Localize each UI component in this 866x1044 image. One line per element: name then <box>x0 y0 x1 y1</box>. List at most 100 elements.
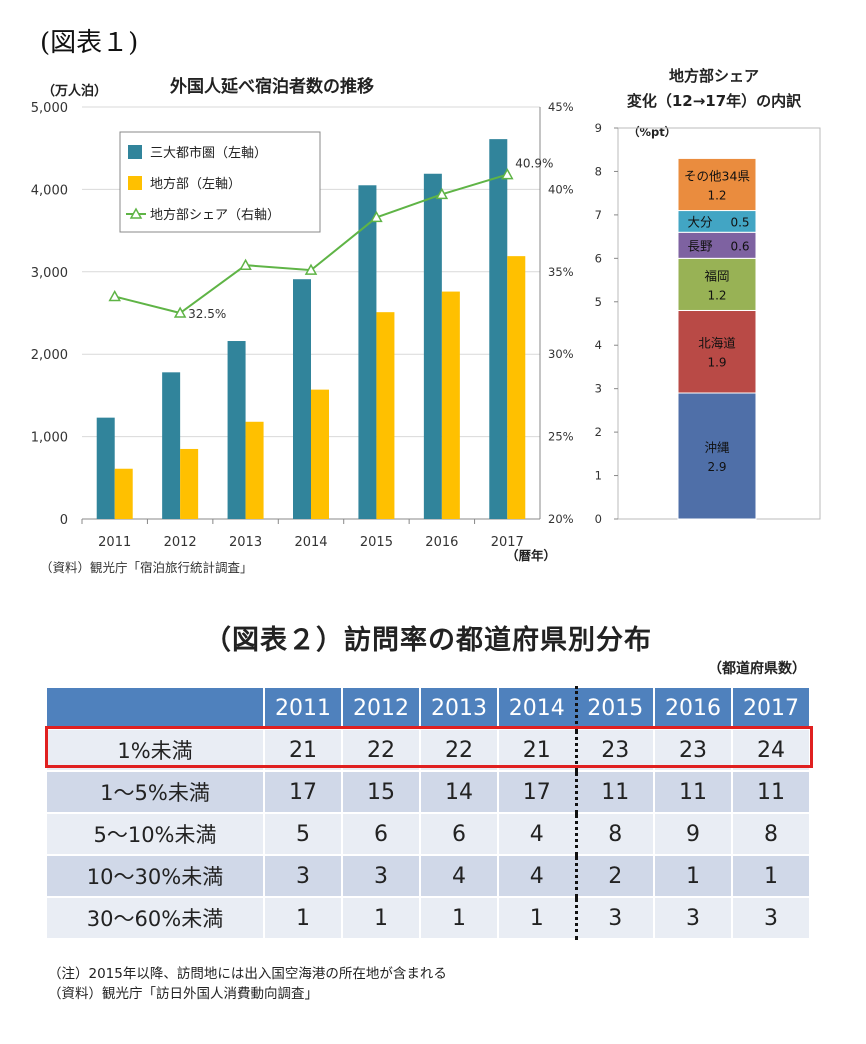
table-cell: 21 <box>263 728 343 772</box>
stacked-segment <box>677 392 757 520</box>
y-tick-label: 6 <box>595 251 602 265</box>
y-axis-left-label: （万人泊） <box>42 83 107 99</box>
column-header: 2017 <box>731 686 811 730</box>
data-label: 40.9% <box>515 157 553 171</box>
table-cell: 4 <box>497 812 577 856</box>
table-row: 30～60%未満 1 1 1 1 3 3 3 <box>45 896 811 940</box>
y-tick-label: 4 <box>595 338 602 352</box>
segment-value: 0.5 <box>730 215 749 229</box>
bar-regional <box>311 389 329 519</box>
column-header: 2014 <box>497 686 577 730</box>
distribution-table: 2011 2012 2013 2014 2015 2016 2017 1%未満 … <box>45 686 811 940</box>
table-cell: 6 <box>419 812 499 856</box>
segment-value: 0.6 <box>730 239 749 253</box>
table-cell: 17 <box>263 770 343 814</box>
table-cell: 11 <box>574 770 655 814</box>
x-tick-label: 2017 <box>491 535 524 550</box>
y-tick-label: 2 <box>595 425 602 439</box>
chart-title-line1: 地方部シェア <box>669 67 759 85</box>
share-point <box>501 168 514 180</box>
bar-metro <box>293 279 311 519</box>
column-header: 2013 <box>419 686 499 730</box>
table-cell: 11 <box>731 770 811 814</box>
segment-value: 1.2 <box>707 188 726 202</box>
column-header: 2011 <box>263 686 343 730</box>
chart-title-line2: 変化（12→17年）の内訳 <box>627 92 802 110</box>
table-cell: 6 <box>341 812 421 856</box>
column-header: 2016 <box>653 686 733 730</box>
y-tick-label: 8 <box>595 164 602 178</box>
bar-metro <box>96 417 115 519</box>
y-tick-label: 5 <box>595 295 602 309</box>
y-tick-label: 9 <box>595 121 602 135</box>
x-tick-label: 2015 <box>360 535 393 550</box>
y-tick-label: 3 <box>595 382 602 396</box>
x-tick-label: 2016 <box>425 535 458 550</box>
x-tick-label: 2013 <box>229 535 262 550</box>
chart-title: 外国人延べ宿泊者数の推移 <box>170 76 374 97</box>
row-label: 5～10%未満 <box>45 812 265 856</box>
table-row: 1～5%未満 17 15 14 17 11 11 11 <box>45 770 811 814</box>
share-point <box>173 306 187 318</box>
share-point <box>304 263 318 275</box>
legend-label: 三大都市圏（左軸） <box>150 145 267 161</box>
table-cell: 17 <box>497 770 577 814</box>
data-label: 32.5% <box>188 307 226 321</box>
visit-rate-distribution-panel: （図表２）訪問率の都道府県別分布 （都道府県数） 2011 2012 2013 … <box>40 610 816 1010</box>
stacked-segment <box>677 157 757 212</box>
table-cell: 23 <box>653 728 733 772</box>
table-cell: 1 <box>653 854 733 898</box>
table-cell: 23 <box>574 728 655 772</box>
legend-swatch-regional <box>128 176 142 190</box>
y-tick-label: 0 <box>595 512 602 526</box>
table-cell: 24 <box>731 728 811 772</box>
row-label: 1～5%未満 <box>45 770 265 814</box>
segment-label: その他34県 <box>684 168 750 183</box>
y-right-tick-label: 30% <box>548 347 574 361</box>
bar-regional <box>245 421 264 519</box>
bar-metro <box>489 139 508 520</box>
table-header-row: 2011 2012 2013 2014 2015 2016 2017 <box>45 686 811 730</box>
y-right-tick-label: 35% <box>548 265 574 279</box>
y-left-tick-label: 1,000 <box>31 431 68 446</box>
share-point <box>435 187 449 200</box>
x-axis-label: （暦年） <box>506 548 556 563</box>
table-cell: 3 <box>574 896 655 940</box>
table-cell: 14 <box>419 770 499 814</box>
table-cell: 5 <box>263 812 343 856</box>
legend-box <box>119 131 321 233</box>
stacked-segment <box>677 231 757 259</box>
table-cell: 15 <box>341 770 421 814</box>
column-header: 2015 <box>574 686 655 730</box>
table-cell: 1 <box>731 854 811 898</box>
segment-label: 福岡 <box>704 268 729 283</box>
segment-label: 北海道 <box>698 336 736 351</box>
table-cell: 22 <box>419 728 499 772</box>
table-cell: 4 <box>497 854 577 898</box>
y-left-tick-label: 0 <box>60 513 68 528</box>
y-right-tick-label: 45% <box>548 100 574 114</box>
chart-unit: （%pt） <box>628 125 676 139</box>
segment-label: 長野 <box>687 238 713 253</box>
y-right-tick-label: 25% <box>548 430 574 444</box>
stacked-segment <box>677 257 757 311</box>
table-cell: 4 <box>419 854 499 898</box>
table-cell: 11 <box>653 770 733 814</box>
y-tick-label: 7 <box>595 208 602 222</box>
table-cell: 1 <box>497 896 577 940</box>
table-row: 10～30%未満 3 3 4 4 2 1 1 <box>45 854 811 898</box>
bar-regional <box>441 291 460 519</box>
share-point <box>370 210 383 223</box>
table-cell: 1 <box>419 896 499 940</box>
table-unit: （都道府県数） <box>708 661 806 677</box>
x-tick-label: 2012 <box>164 535 197 550</box>
lodging-trend-chart: 外国人延べ宿泊者数の推移 （万人泊） 0 1,000 2,000 3,000 4,000 5,… <box>31 76 574 575</box>
table-cell: 22 <box>341 728 421 772</box>
table-cell: 8 <box>574 812 655 856</box>
segment-label: 大分 <box>687 214 712 229</box>
table-cell: 3 <box>653 896 733 940</box>
table-cell: 3 <box>263 854 343 898</box>
table-cell: 2 <box>574 854 655 898</box>
legend-label: 地方部（左軸） <box>150 176 241 192</box>
table-cell: 21 <box>497 728 577 772</box>
